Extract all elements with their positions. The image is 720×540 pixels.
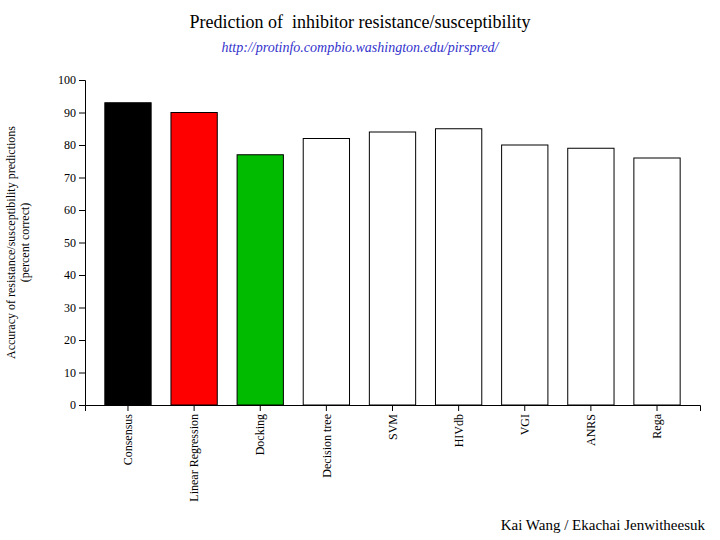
x-tick: Consensus bbox=[121, 405, 135, 465]
y-tick-mark bbox=[79, 275, 85, 276]
bar bbox=[502, 145, 548, 405]
annotation: Kai Wang / Ekachai Jenwitheesuk bbox=[501, 517, 706, 533]
bar bbox=[369, 132, 415, 405]
y-tick: 10 bbox=[64, 366, 85, 380]
x-tick-mark bbox=[392, 405, 393, 411]
x-tick-label: Decision tree bbox=[320, 414, 334, 478]
x-tick-label: VGI bbox=[518, 414, 532, 435]
y-tick-mark bbox=[79, 373, 85, 374]
x-tick: Rega bbox=[650, 405, 664, 439]
x-tick-mark bbox=[590, 405, 591, 411]
y-tick-mark bbox=[79, 405, 85, 406]
bar bbox=[303, 139, 349, 406]
y-tick-mark bbox=[79, 145, 85, 146]
bar bbox=[171, 113, 217, 406]
y-tick-mark bbox=[79, 113, 85, 114]
x-tick-label: Docking bbox=[253, 414, 267, 455]
x-tick: SVM bbox=[386, 405, 400, 440]
bar bbox=[568, 148, 614, 405]
x-tick-mark bbox=[127, 405, 128, 411]
y-axis-title-line: Accuracy of resistance/susceptibility pr… bbox=[4, 126, 18, 359]
x-tick-label: Linear Regression bbox=[187, 414, 201, 502]
x-tick: Linear Regression bbox=[187, 405, 201, 502]
y-tick-label: 20 bbox=[64, 333, 76, 347]
y-tick-label: 60 bbox=[64, 203, 76, 217]
bar bbox=[634, 158, 680, 405]
y-tick: 100 bbox=[58, 73, 85, 87]
y-tick-label: 70 bbox=[64, 171, 76, 185]
bars bbox=[105, 103, 680, 405]
x-tick-mark bbox=[194, 405, 195, 411]
bar bbox=[237, 155, 283, 405]
y-tick: 50 bbox=[64, 236, 85, 250]
x-tick-mark bbox=[260, 405, 261, 411]
x-tick: ANRS bbox=[584, 405, 598, 446]
y-tick-mark bbox=[79, 243, 85, 244]
y-tick: 40 bbox=[64, 268, 85, 282]
x-tick-label: HIVdb bbox=[452, 414, 466, 447]
y-tick-mark bbox=[79, 80, 85, 81]
y-axis-title-line: (percent correct) bbox=[18, 203, 32, 283]
y-tick: 20 bbox=[64, 333, 85, 347]
y-tick: 30 bbox=[64, 301, 85, 315]
x-tick-label: ANRS bbox=[584, 414, 598, 446]
y-tick-mark bbox=[79, 340, 85, 341]
y-tick-label: 100 bbox=[58, 73, 76, 87]
y-tick-label: 40 bbox=[64, 268, 76, 282]
y-tick-mark bbox=[79, 308, 85, 309]
y-tick-label: 90 bbox=[64, 106, 76, 120]
x-tick-label: Consensus bbox=[121, 414, 135, 466]
x-tick: VGI bbox=[518, 405, 532, 435]
y-tick: 60 bbox=[64, 203, 85, 217]
y-tick: 0 bbox=[70, 398, 85, 412]
y-tick-label: 10 bbox=[64, 366, 76, 380]
y-axis: 0 10 20 30 40 50 60 70 80 90 100 bbox=[58, 73, 86, 412]
bar bbox=[105, 103, 151, 405]
y-tick-label: 80 bbox=[64, 138, 76, 152]
plot-area: 0 10 20 30 40 50 60 70 80 90 100 Consensus Linear Re… bbox=[58, 73, 701, 501]
x-tick-mark bbox=[326, 405, 327, 411]
x-tick-label: SVM bbox=[386, 414, 400, 440]
y-tick-label: 0 bbox=[70, 398, 76, 412]
x-tick: Docking bbox=[253, 405, 267, 455]
x-tick-mark bbox=[458, 405, 459, 411]
x-tick: HIVdb bbox=[452, 405, 466, 447]
subtitle: http://protinfo.compbio.washington.edu/p… bbox=[221, 40, 499, 55]
y-tick-label: 50 bbox=[64, 236, 76, 250]
x-tick-mark bbox=[657, 405, 658, 411]
x-axis-line bbox=[86, 406, 701, 412]
y-axis-title: Accuracy of resistance/susceptibility pr… bbox=[4, 126, 32, 359]
x-tick: Decision tree bbox=[320, 405, 334, 478]
y-tick-mark bbox=[79, 178, 85, 179]
x-tick-mark bbox=[524, 405, 525, 411]
chart: Prediction of inhibitor resistance/susce… bbox=[0, 0, 720, 540]
y-tick-label: 30 bbox=[64, 301, 76, 315]
x-tick-label: Rega bbox=[650, 413, 664, 438]
x-axis: Consensus Linear Regression Docking Decisio… bbox=[86, 405, 701, 502]
y-tick: 70 bbox=[64, 171, 85, 185]
bar bbox=[435, 129, 481, 405]
y-axis-line bbox=[79, 81, 86, 406]
title: Prediction of inhibitor resistance/susce… bbox=[190, 12, 531, 32]
y-tick: 80 bbox=[64, 138, 85, 152]
y-tick-mark bbox=[79, 210, 85, 211]
y-tick: 90 bbox=[64, 106, 85, 120]
